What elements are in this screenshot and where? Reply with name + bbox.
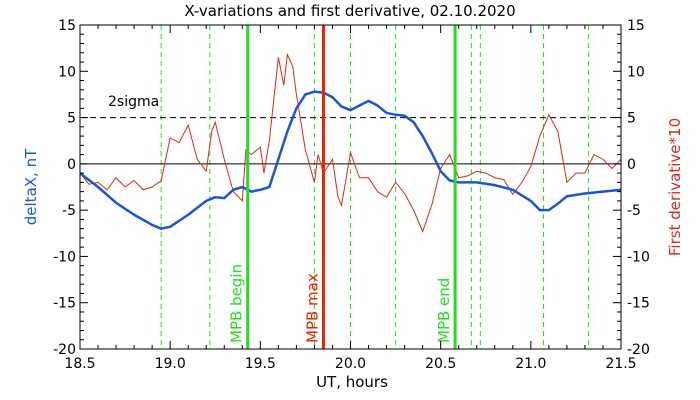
y-tick-label-left: -15	[53, 296, 76, 312]
y-axis-title-left: deltaX, nT	[22, 148, 40, 225]
y-tick-label-right: 5	[627, 111, 636, 127]
x-axis-title: UT, hours	[316, 373, 388, 391]
x-tick-label: 20.5	[425, 356, 456, 372]
x-tick-label: 21.5	[605, 356, 636, 372]
series-line-derivative	[79, 52, 622, 233]
y-axis-title-right: First derivative*10	[666, 118, 684, 256]
x-tick-label: 20.0	[335, 356, 366, 372]
y-tick-label-right: 15	[627, 18, 645, 34]
x-tick-label: 19.5	[245, 356, 276, 372]
marker-label-2: MPB end	[435, 278, 453, 343]
y-tick-label-left: 15	[58, 18, 76, 34]
chart-title: X-variations and first derivative, 02.10…	[184, 2, 515, 20]
x-tick-label: 21.0	[515, 356, 546, 372]
marker-label-0: MPB begin	[228, 264, 246, 343]
y-tick-label-right: -15	[627, 296, 650, 312]
x-tick-label: 18.5	[64, 356, 95, 372]
y-tick-label-right: 10	[627, 64, 645, 80]
y-tick-label-right: 0	[627, 157, 636, 173]
y-tick-label-right: -5	[627, 203, 641, 219]
y-tick-label-right: -20	[627, 342, 650, 358]
series-line-deltaX	[79, 90, 622, 230]
y-tick-label-left: 10	[58, 64, 76, 80]
y-tick-label-left: -10	[53, 249, 76, 265]
y-tick-label-left: 0	[67, 157, 76, 173]
y-tick-label-left: -5	[62, 203, 76, 219]
y-tick-label-left: 5	[67, 111, 76, 127]
marker-label-1: MPB max	[303, 273, 321, 343]
sigma-label: 2sigma	[108, 94, 159, 110]
y-tick-label-left: -20	[53, 342, 76, 358]
y-tick-label-right: -10	[627, 249, 650, 265]
x-tick-label: 19.0	[155, 356, 186, 372]
